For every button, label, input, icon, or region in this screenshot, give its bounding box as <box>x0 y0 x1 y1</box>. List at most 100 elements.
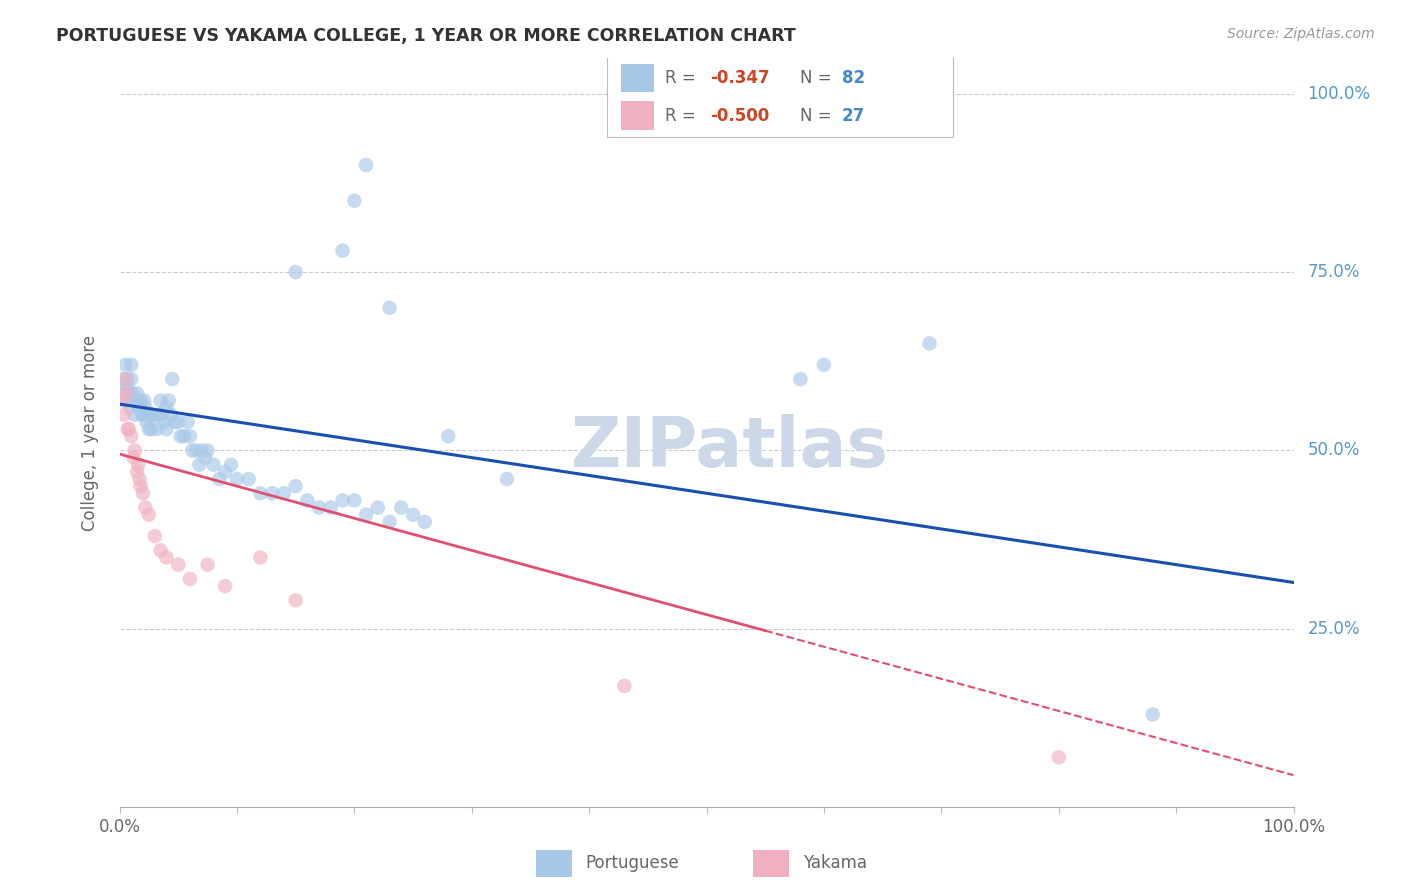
Point <box>129 479 152 493</box>
Point <box>179 572 201 586</box>
Point <box>132 408 155 422</box>
Point <box>134 393 156 408</box>
Point <box>127 393 149 408</box>
Point <box>150 408 173 422</box>
Point <box>129 393 152 408</box>
Point <box>214 579 236 593</box>
Point <box>190 443 212 458</box>
Point <box>131 408 153 422</box>
Point <box>122 450 145 465</box>
Point <box>332 244 354 258</box>
Point <box>148 408 170 422</box>
Point <box>114 393 136 408</box>
Text: 27: 27 <box>842 107 865 125</box>
Point <box>194 450 217 465</box>
Point <box>121 386 143 401</box>
Point <box>167 558 190 572</box>
Text: 100.0%: 100.0% <box>1308 85 1371 103</box>
Point <box>219 458 242 472</box>
Point <box>141 422 163 436</box>
Point <box>297 493 319 508</box>
Point <box>496 472 519 486</box>
Y-axis label: College, 1 year or more: College, 1 year or more <box>80 334 98 531</box>
Text: 82: 82 <box>842 70 865 87</box>
Bar <box>607 54 953 136</box>
Point <box>249 550 271 565</box>
Point <box>343 493 366 508</box>
Point <box>249 486 271 500</box>
Point <box>120 401 142 415</box>
Point <box>284 593 307 607</box>
Point <box>132 486 155 500</box>
Point <box>136 408 159 422</box>
Point <box>225 472 249 486</box>
Bar <box>621 102 654 130</box>
Point <box>139 408 162 422</box>
Point <box>128 401 150 415</box>
Point <box>134 401 156 415</box>
Text: Source: ZipAtlas.com: Source: ZipAtlas.com <box>1227 27 1375 41</box>
Point <box>354 158 377 172</box>
Point <box>112 386 135 401</box>
Point <box>124 443 146 458</box>
Text: R =: R = <box>665 107 702 125</box>
Point <box>167 415 190 429</box>
Point <box>378 301 401 315</box>
Point <box>918 336 941 351</box>
Point <box>1142 707 1164 722</box>
Point <box>149 393 172 408</box>
Point <box>115 386 138 401</box>
Text: -0.500: -0.500 <box>710 107 769 125</box>
Point <box>138 508 160 522</box>
Point <box>114 358 136 372</box>
Text: 50.0%: 50.0% <box>1308 442 1360 459</box>
Point <box>114 372 136 386</box>
Text: Yakama: Yakama <box>803 855 866 872</box>
Point <box>332 493 354 508</box>
Point <box>143 529 166 543</box>
Point <box>138 422 160 436</box>
Point <box>184 443 207 458</box>
Point <box>112 372 135 386</box>
Point <box>127 465 149 479</box>
Text: 25.0%: 25.0% <box>1308 620 1360 638</box>
Point <box>173 429 195 443</box>
Point <box>160 408 183 422</box>
Point <box>367 500 389 515</box>
Point <box>413 515 436 529</box>
Point <box>118 386 141 401</box>
Point <box>122 393 145 408</box>
Point <box>146 422 169 436</box>
Point <box>124 408 146 422</box>
Text: N =: N = <box>800 107 838 125</box>
Point <box>112 393 135 408</box>
Point <box>163 415 186 429</box>
Point <box>143 408 166 422</box>
Point <box>238 472 260 486</box>
Point <box>262 486 284 500</box>
Point <box>155 550 177 565</box>
Point <box>134 500 156 515</box>
Point <box>155 401 177 415</box>
Point <box>214 465 236 479</box>
Text: N =: N = <box>800 70 838 87</box>
Point <box>402 508 425 522</box>
Point <box>117 422 139 436</box>
Point <box>117 372 139 386</box>
Point <box>120 372 142 386</box>
Point <box>284 265 307 279</box>
Point <box>319 500 342 515</box>
Point <box>273 486 295 500</box>
Point <box>789 372 811 386</box>
Point <box>308 500 330 515</box>
Point <box>389 500 412 515</box>
Point <box>176 415 198 429</box>
Point <box>354 508 377 522</box>
Bar <box>536 850 571 877</box>
Point <box>813 358 835 372</box>
Point <box>135 415 157 429</box>
Text: -0.347: -0.347 <box>710 70 769 87</box>
Text: R =: R = <box>665 70 702 87</box>
Point <box>112 408 135 422</box>
Point <box>127 458 149 472</box>
